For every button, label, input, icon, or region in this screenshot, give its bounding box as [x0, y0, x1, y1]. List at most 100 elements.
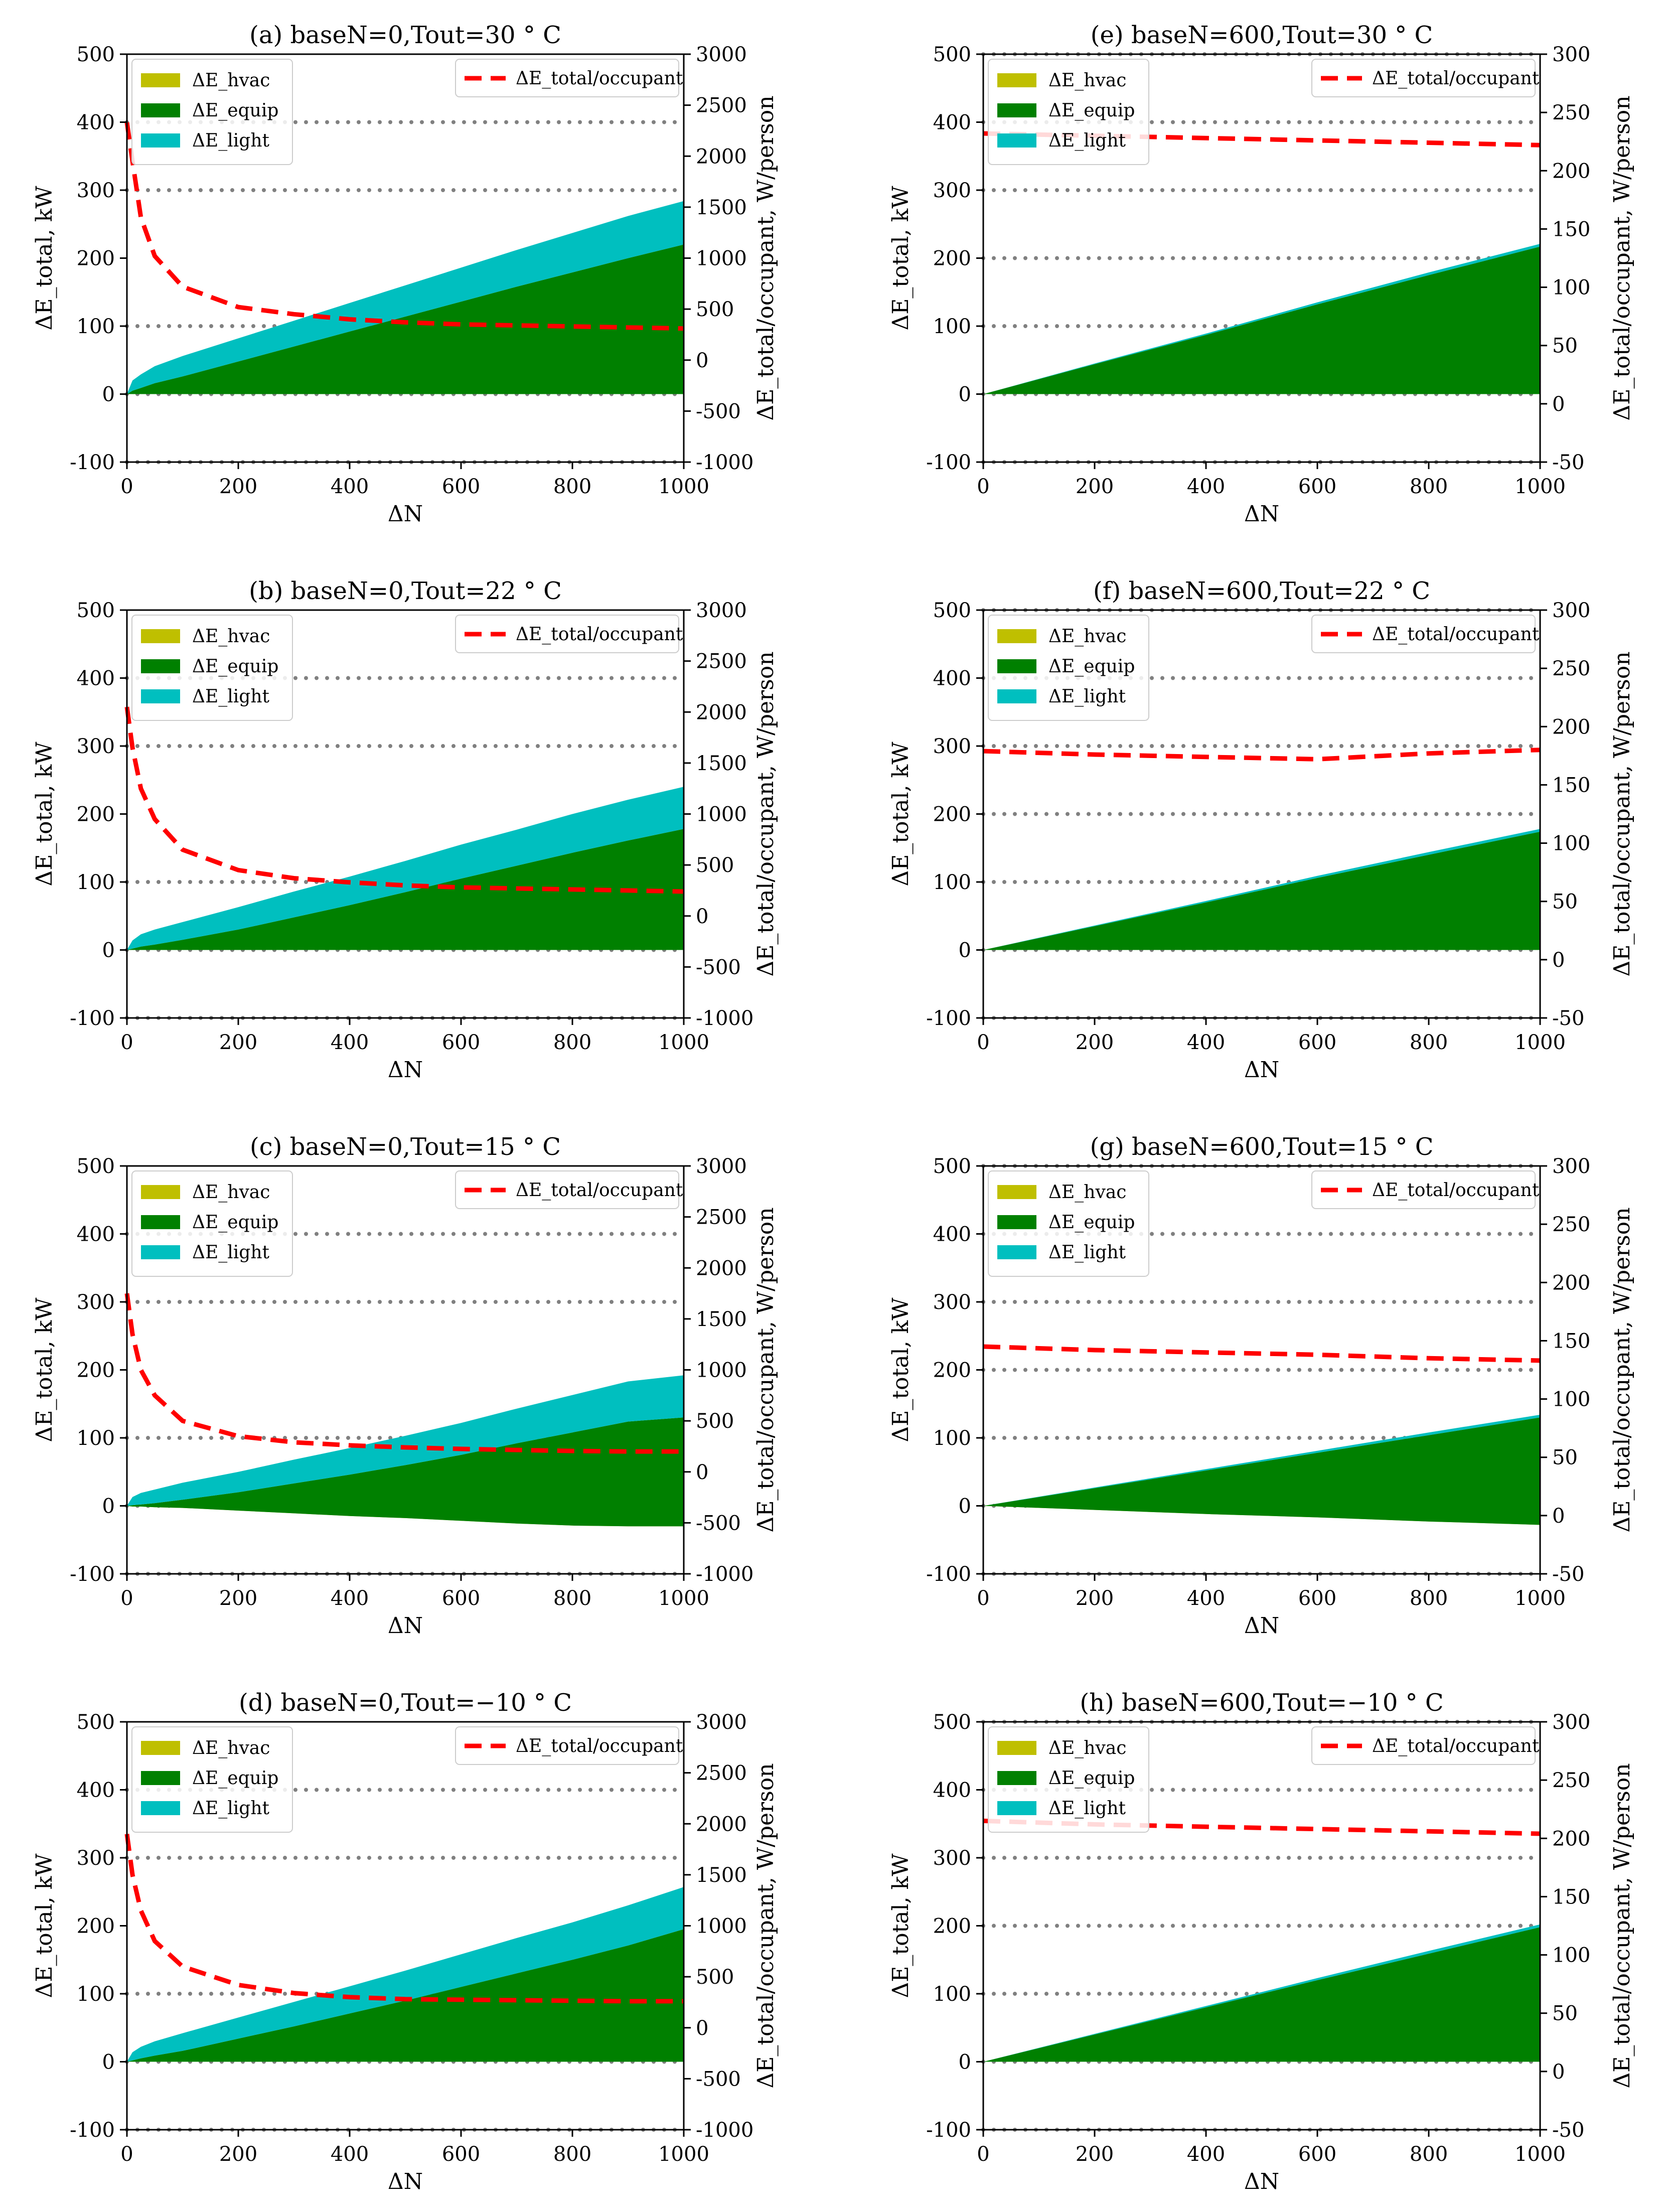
legend-swatch-light [997, 1801, 1036, 1815]
y2-tick-label: 1500 [696, 1308, 747, 1331]
chart-panel-e: (e) baseN=600,Tout=30 ° C 0 200 400 600 800 10… [888, 21, 1635, 527]
x-tick-label: 400 [1187, 475, 1225, 498]
x-tick-label: 0 [120, 1031, 133, 1054]
y-axis-label: ΔE_total, kW [32, 1853, 57, 1998]
legend-label-occ: ΔE_total/occupant [1372, 1180, 1540, 1201]
area-light [983, 1924, 1540, 2062]
y2-tick-label: 3000 [696, 1155, 747, 1178]
legend-swatch-hvac [997, 73, 1036, 87]
x-tick-label: 0 [977, 1587, 989, 1610]
y-tick-label: 200 [933, 247, 971, 270]
legend-label-hvac: ΔE_hvac [192, 1738, 270, 1758]
x-tick-label: 0 [120, 2143, 133, 2166]
y2-tick-label: 500 [696, 1410, 734, 1433]
y2-tick-label: 50 [1552, 2002, 1578, 2025]
x-tick-label: 1000 [1515, 1031, 1566, 1054]
legend-label-light: ΔE_light [192, 686, 270, 707]
y-tick-label: 0 [959, 1495, 971, 1518]
x-axis-label: ΔN [388, 2169, 423, 2194]
legend-label-light: ΔE_light [1048, 130, 1126, 151]
area-equip [127, 1929, 684, 2062]
legend-label-light: ΔE_light [1048, 1242, 1126, 1263]
legend-label-occ: ΔE_total/occupant [1372, 1736, 1540, 1756]
chart-panel-c: (c) baseN=0,Tout=15 ° C0 200 400 600 800 1000… [32, 1133, 779, 1639]
legend-areas: ΔE_hvac ΔE_equip ΔE_light [131, 1170, 293, 1277]
legend-label-occ: ΔE_total/occupant [516, 1736, 683, 1756]
y-tick-label: 0 [102, 1495, 115, 1518]
y2-tick-label: 1000 [696, 803, 747, 826]
legend-label-equip: ΔE_equip [192, 1212, 278, 1233]
legend-label-hvac: ΔE_hvac [1048, 1738, 1126, 1758]
x-tick-label: 400 [1187, 1587, 1225, 1610]
legend-swatch-equip [141, 1215, 180, 1229]
x-tick-label: 0 [977, 1031, 989, 1054]
y2-tick-label: 2000 [696, 701, 747, 724]
legend-line: ΔE_total/occupant [455, 615, 683, 653]
y-axis-label: ΔE_total, kW [888, 186, 914, 331]
y2-tick-label: -50 [1552, 451, 1584, 474]
x-tick-label: 800 [1410, 1031, 1448, 1054]
legend-swatch-equip [997, 103, 1036, 117]
y-tick-label: 500 [933, 599, 971, 622]
y2-tick-label: 500 [696, 1966, 734, 1989]
legend-label-equip: ΔE_equip [1048, 100, 1135, 121]
x-tick-label: 800 [1410, 475, 1448, 498]
y-tick-label: 500 [933, 43, 971, 66]
chart-panel-g: (g) baseN=600,Tout=15 ° C 0 200 400 600 800 10… [888, 1133, 1635, 1639]
y-axis-label: ΔE_total, kW [32, 186, 57, 331]
y-tick-label: 400 [77, 111, 115, 134]
area-light [127, 201, 684, 394]
y2-tick-label: 500 [696, 854, 734, 877]
y-tick-label: 200 [77, 247, 115, 270]
y2-tick-label: -500 [696, 1512, 741, 1535]
y-tick-label: -100 [70, 1563, 115, 1586]
x-tick-label: 0 [977, 475, 989, 498]
legend-swatch-light [141, 1245, 180, 1259]
y-tick-label: 0 [959, 939, 971, 962]
legend-box [455, 615, 679, 653]
line-total-per-occupant [983, 1344, 1541, 1363]
y2-tick-label: 150 [1552, 218, 1590, 241]
y2-tick-label: 2000 [696, 1813, 747, 1836]
x-tick-label: 1000 [1515, 475, 1566, 498]
legend-label-occ: ΔE_total/occupant [1372, 68, 1540, 89]
legend-swatch-equip [141, 1771, 180, 1785]
y-tick-label: 500 [77, 1711, 115, 1734]
legend-line: ΔE_total/occupant [455, 1726, 683, 1765]
legend-line: ΔE_total/occupant [1311, 59, 1540, 97]
y-tick-label: -100 [926, 2119, 971, 2142]
legend-swatch-hvac [997, 1185, 1036, 1199]
y2-tick-label: 2500 [696, 650, 747, 673]
y-tick-label: 100 [77, 871, 115, 894]
line-total-per-occupant [124, 1833, 684, 2004]
y2-tick-label: 300 [1552, 1155, 1590, 1178]
x-tick-label: 400 [331, 2143, 369, 2166]
y2-tick-label: 2500 [696, 1206, 747, 1229]
y2-tick-label: 0 [696, 349, 708, 372]
area-light [983, 244, 1540, 394]
x-tick-label: 600 [442, 1587, 480, 1610]
y-tick-label: 400 [933, 1779, 971, 1802]
chart-panel-d: (d) baseN=0,Tout=−10 ° C 0 200 400 600 800 100… [32, 1689, 779, 2194]
legend-swatch-hvac [997, 1741, 1036, 1755]
y-tick-label: 300 [77, 1291, 115, 1314]
y2-tick-label: -1000 [696, 1563, 753, 1586]
y2-tick-label: 1500 [696, 1864, 747, 1887]
y2-axis-label: ΔE_total/occupant, W/person [753, 1763, 779, 2088]
legend-swatch-equip [141, 103, 180, 117]
y2-tick-label: 100 [1552, 276, 1590, 300]
legend-label-hvac: ΔE_hvac [192, 70, 270, 91]
legend-label-occ: ΔE_total/occupant [516, 1180, 683, 1201]
y2-tick-label: 200 [1552, 715, 1590, 739]
legend-label-equip: ΔE_equip [1048, 1212, 1135, 1233]
x-tick-label: 400 [331, 475, 369, 498]
legend-box [1311, 59, 1536, 97]
y2-tick-label: 300 [1552, 43, 1590, 66]
y-tick-label: 300 [77, 735, 115, 758]
y-tick-label: 500 [77, 1155, 115, 1178]
chart-title: (g) baseN=600,Tout=15 ° C [1090, 1133, 1434, 1161]
y-axis-label: ΔE_total, kW [32, 742, 57, 887]
y2-tick-label: -1000 [696, 451, 753, 474]
area-light [127, 1375, 684, 1506]
x-tick-label: 800 [553, 2143, 591, 2166]
